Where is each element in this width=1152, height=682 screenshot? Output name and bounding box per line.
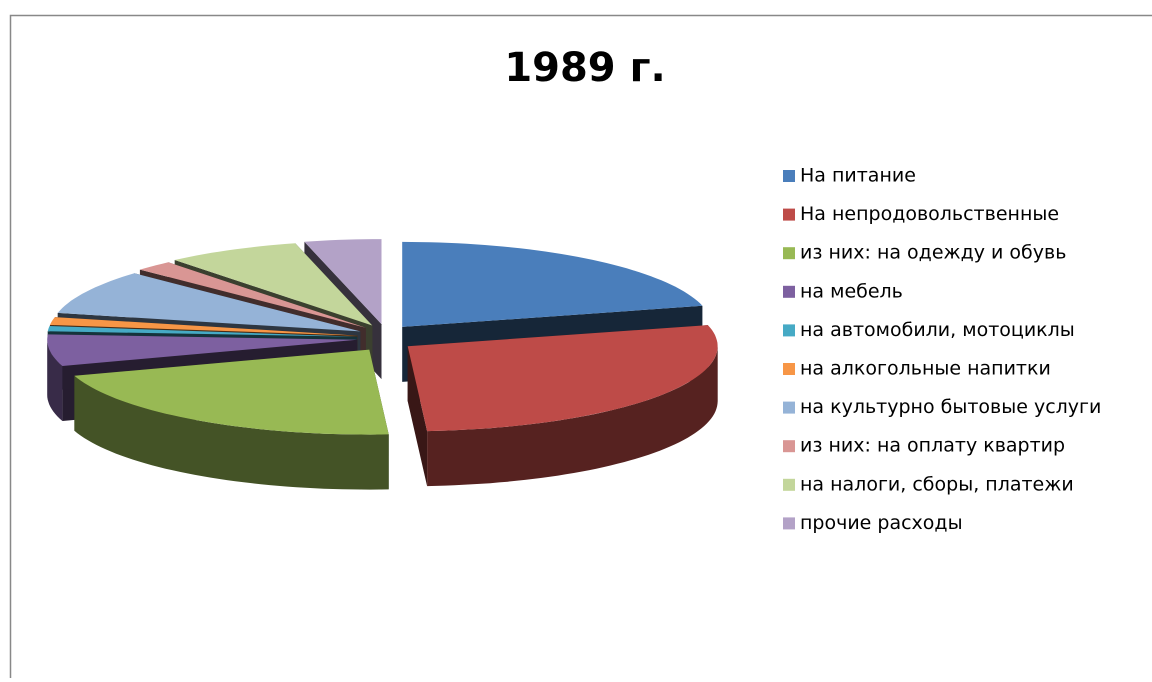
legend-label: прочие расходы: [800, 512, 963, 534]
legend: На питание На непродовольственные из них: …: [783, 165, 1101, 534]
legend-swatch: [783, 402, 795, 414]
legend-label: из них: на оплату квартир: [800, 435, 1065, 457]
legend-swatch: [783, 440, 795, 452]
legend-label: из них: на одежду и обувь: [800, 242, 1066, 264]
pie: [47, 239, 718, 490]
legend-label: на алкогольные напитки: [800, 358, 1051, 380]
legend-swatch: [783, 324, 795, 336]
legend-swatch: [783, 170, 795, 182]
legend-label: На питание: [800, 165, 916, 187]
legend-label: На непродовольственные: [800, 203, 1059, 225]
legend-label: на налоги, сборы, платежи: [800, 473, 1074, 495]
legend-swatch: [783, 247, 795, 259]
legend-label: на мебель: [800, 280, 903, 302]
legend-swatch: [783, 363, 795, 375]
legend-swatch: [783, 479, 795, 491]
legend-swatch: [783, 517, 795, 529]
legend-label: на автомобили, мотоциклы: [800, 319, 1075, 341]
chart-title: 1989 г.: [504, 45, 665, 91]
legend-label: на культурно бытовые услуги: [800, 396, 1101, 418]
legend-swatch: [783, 209, 795, 221]
legend-swatch: [783, 286, 795, 298]
